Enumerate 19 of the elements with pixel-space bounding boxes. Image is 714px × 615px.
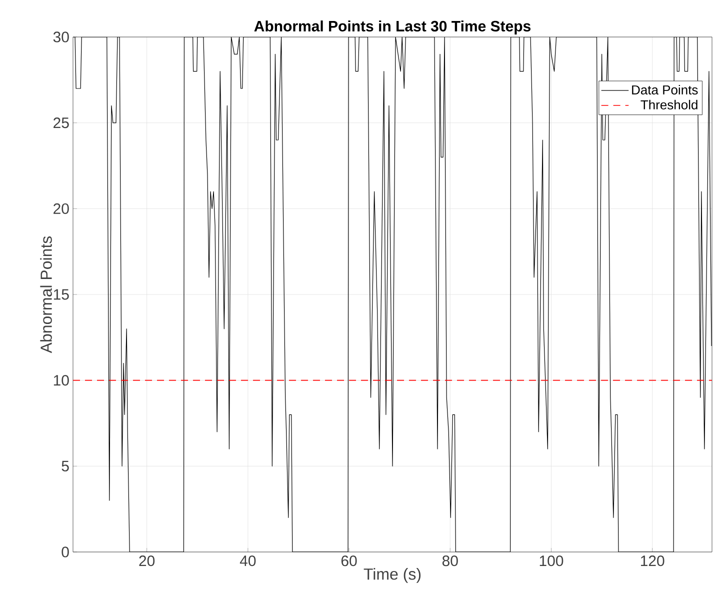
x-tick-label: 40 (240, 556, 256, 566)
legend-label: Data Points (632, 84, 698, 95)
x-tick-label: 100 (540, 556, 564, 566)
chart-title: Abnormal Points in Last 30 Time Steps (254, 20, 531, 34)
legend-label: Threshold (640, 100, 698, 110)
y-tick-label: 30 (53, 32, 69, 42)
y-tick-label: 25 (54, 118, 69, 128)
x-tick-label: 60 (341, 556, 357, 566)
y-axis-title: Abnormal Points (40, 236, 52, 354)
x-tick-label: 120 (640, 556, 664, 566)
line-series (73, 36, 712, 552)
y-tick-label: 10 (54, 375, 69, 386)
y-tick-label: 0 (62, 546, 69, 558)
y-tick-label: 5 (62, 460, 69, 472)
x-tick-label: 80 (442, 556, 458, 566)
y-tick-label: 20 (54, 203, 69, 214)
x-tick-label: 20 (139, 556, 155, 566)
y-tick-label: 15 (54, 289, 69, 300)
x-axis-title: Time (s) (364, 568, 421, 583)
